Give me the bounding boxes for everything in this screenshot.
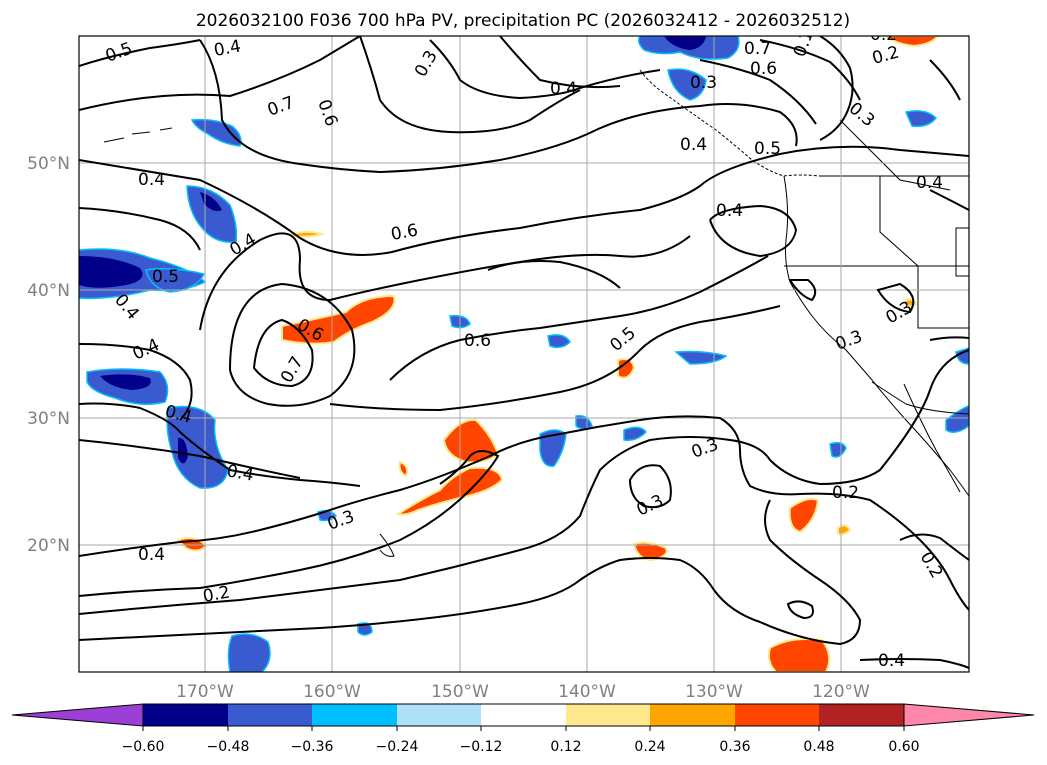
lon-label-130w: 130°W [685, 682, 743, 702]
positive-precip-areas [176, 36, 940, 672]
contour-label: 0.4 [680, 135, 707, 155]
colorbar-bin [143, 704, 228, 726]
longitude-labels: 170°W 160°W 150°W 140°W 130°W 120°W [176, 682, 870, 702]
contour-label: 0.4 [225, 461, 255, 485]
latitude-labels: 50°N 40°N 30°N 20°N [27, 154, 70, 556]
lon-label-150w: 150°W [431, 682, 489, 702]
lon-label-170w: 170°W [176, 682, 234, 702]
colorbar-tick: −0.24 [376, 739, 419, 755]
contour-label: 0.4 [878, 651, 905, 671]
colorbar-tick: 0.48 [803, 739, 834, 755]
contour-label: 0.4 [138, 545, 165, 565]
colorbar-bin [819, 704, 904, 726]
contour-label: 0.4 [550, 79, 577, 99]
colorbar-bin [228, 704, 312, 726]
colorbar-bin [650, 704, 735, 726]
chart-title: 2026032100 F036 700 hPa PV, precipitatio… [196, 11, 850, 31]
lon-label-160w: 160°W [303, 682, 361, 702]
colorbar-tick: −0.36 [291, 739, 334, 755]
lon-label-140w: 140°W [558, 682, 616, 702]
contour-label: 0.4 [916, 173, 943, 193]
contour-label: 0.5 [152, 267, 179, 287]
colorbar-tick: 0.36 [719, 739, 750, 755]
colorbar-frame [142, 703, 905, 727]
colorbar-bin [481, 704, 566, 726]
map-panel: 0.5 0.4 0.3 0.7 0.6 0.1 0.4 0.7 0.6 0.2 … [78, 25, 970, 673]
contour-label: 0.2 [201, 583, 231, 607]
contour-label: 0.7 [744, 39, 771, 59]
colorbar-bin [312, 704, 397, 726]
map-contents: 0.5 0.4 0.3 0.7 0.6 0.1 0.4 0.7 0.6 0.2 … [79, 25, 969, 672]
lat-label-50n: 50°N [27, 154, 70, 174]
colorbar: −0.60 −0.48 −0.36 −0.24 −0.12 0.12 0.24 … [11, 703, 1035, 755]
contour-label: 0.4 [716, 201, 743, 221]
colorbar-bin [735, 704, 819, 726]
colorbar-tick: −0.60 [122, 739, 165, 755]
lat-label-40n: 40°N [27, 281, 70, 301]
coastlines [103, 69, 969, 557]
colorbar-tick: 0.60 [888, 739, 919, 755]
contour-label: 0.3 [690, 73, 717, 93]
contour-label: 0.6 [464, 331, 491, 351]
contour-label: 0.4 [138, 170, 165, 190]
colorbar-extend-high [903, 703, 1035, 727]
map-frame [78, 35, 970, 673]
lon-label-120w: 120°W [812, 682, 870, 702]
colorbar-bin [397, 704, 481, 726]
contour-label: 0.2 [832, 483, 859, 503]
colorbar-bin [566, 704, 650, 726]
contour-label: 0.6 [750, 59, 777, 79]
pv-contours [79, 36, 969, 669]
colorbar-tick: −0.48 [207, 739, 250, 755]
contour-label: 0.5 [754, 139, 781, 159]
contour-label: 0.6 [389, 221, 419, 245]
lat-label-20n: 20°N [27, 536, 70, 556]
contour-label: 0.2 [870, 25, 897, 45]
lat-label-30n: 30°N [27, 409, 70, 429]
contour-label: 0.4 [212, 37, 242, 61]
colorbar-tick: 0.24 [634, 739, 665, 755]
colorbar-tick: −0.12 [460, 739, 503, 755]
colorbar-extend-low [11, 703, 144, 727]
colorbar-tick: 0.12 [550, 739, 581, 755]
